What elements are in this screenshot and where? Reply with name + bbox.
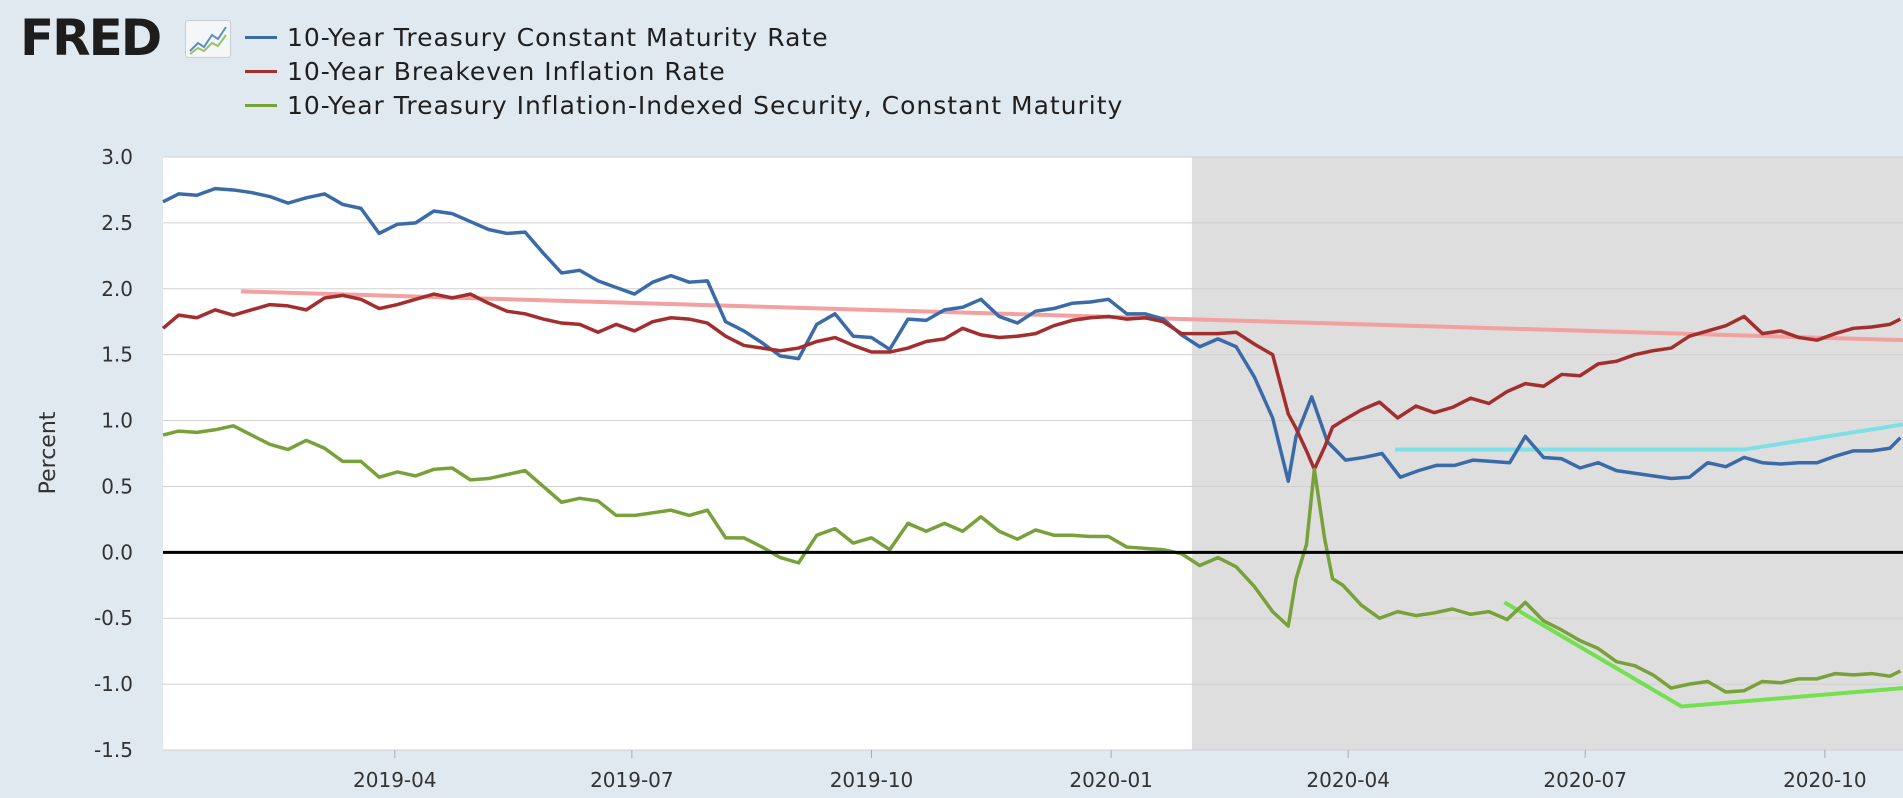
legend-swatch	[245, 69, 277, 73]
legend-item-breakeven-rate[interactable]: 10-Year Breakeven Inflation Rate	[245, 54, 1123, 88]
trend-overlay-line	[1395, 422, 1903, 452]
y-tick-label: 2.0	[101, 277, 133, 301]
series-line-breakeven-rate	[161, 292, 1902, 472]
x-tick-label: 2019-04	[353, 768, 437, 792]
legend-swatch	[245, 103, 277, 107]
x-tick-label: 2020-01	[1069, 768, 1153, 792]
x-tick-label: 2019-10	[830, 768, 914, 792]
y-tick-label: -1.5	[94, 738, 133, 762]
legend-label: 10-Year Treasury Inflation-Indexed Secur…	[287, 90, 1124, 120]
y-tick-label: 3.0	[101, 145, 133, 169]
legend-item-treasury-rate[interactable]: 10-Year Treasury Constant Maturity Rate	[245, 20, 1123, 54]
legend-label: 10-Year Breakeven Inflation Rate	[287, 56, 726, 86]
series-line-tips-rate	[162, 424, 1902, 694]
fred-logo[interactable]: FRED	[20, 9, 231, 67]
legend-label: 10-Year Treasury Constant Maturity Rate	[287, 22, 829, 52]
y-tick-label: 1.0	[101, 409, 133, 433]
legend: 10-Year Treasury Constant Maturity Rate …	[245, 20, 1123, 122]
y-tick-label: 1.5	[101, 343, 133, 367]
x-tick-label: 2020-07	[1543, 768, 1627, 792]
y-tick-label: 0.0	[101, 540, 133, 564]
y-tick-label: -1.0	[94, 672, 133, 696]
x-tick-label: 2019-07	[590, 768, 674, 792]
chart-icon	[185, 20, 231, 58]
recession-shading	[1191, 157, 1903, 750]
trend-overlay-line	[241, 289, 1903, 343]
legend-item-tips-rate[interactable]: 10-Year Treasury Inflation-Indexed Secur…	[245, 88, 1123, 122]
trend-overlay-line	[1503, 600, 1903, 709]
y-tick-label: 0.5	[101, 474, 133, 498]
y-axis-label: Percent	[36, 411, 61, 494]
legend-swatch	[245, 35, 277, 39]
x-tick-label: 2020-04	[1306, 768, 1390, 792]
y-tick-label: 2.5	[101, 211, 133, 235]
y-tick-label: -0.5	[94, 606, 133, 630]
series-line-treasury-rate	[162, 186, 1902, 483]
x-tick-label: 2020-10	[1783, 768, 1867, 792]
logo-text: FRED	[20, 9, 162, 67]
